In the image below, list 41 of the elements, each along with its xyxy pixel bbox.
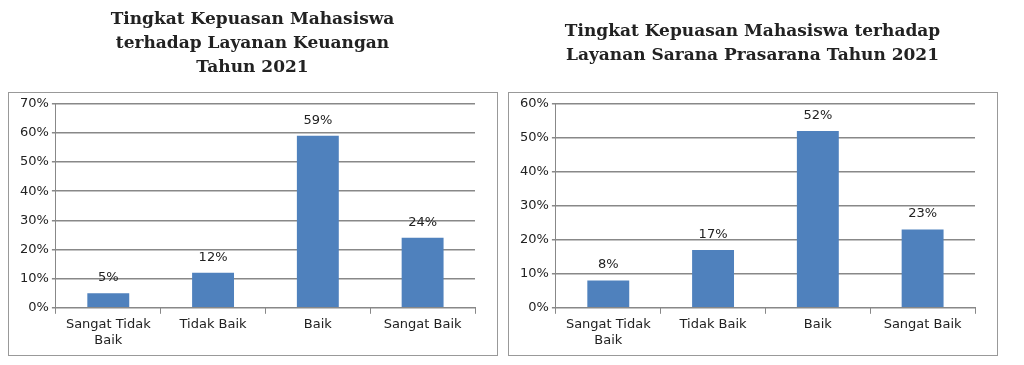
x-tick-label: Tidak Baik bbox=[678, 315, 748, 331]
data-label: 17% bbox=[698, 225, 728, 241]
data-label: 12% bbox=[198, 248, 228, 264]
x-tick-label: Baik bbox=[803, 315, 833, 331]
data-label: 23% bbox=[908, 205, 938, 221]
x-tick-label: Tidak Baik bbox=[178, 315, 248, 331]
bar bbox=[692, 250, 735, 308]
y-tick-label: 20% bbox=[19, 240, 49, 256]
y-tick-label: 50% bbox=[19, 153, 49, 169]
bar bbox=[296, 135, 339, 308]
data-label: 24% bbox=[408, 213, 438, 229]
bar bbox=[587, 280, 630, 308]
data-label: 59% bbox=[303, 111, 333, 127]
x-tick-label: Sangat Tidak Baik bbox=[65, 315, 152, 347]
chart-title: Tingkat Kepuasan Mahasiswa terhadap Layanan Sarana Prasarana Tahun 2021 bbox=[563, 19, 942, 66]
y-tick-label: 30% bbox=[519, 197, 549, 213]
y-tick-label: 10% bbox=[519, 265, 549, 281]
data-label: 52% bbox=[803, 106, 833, 122]
y-tick-label: 0% bbox=[28, 299, 49, 315]
x-tick-label: Sangat Baik bbox=[883, 315, 963, 331]
x-tick-label: Sangat Baik bbox=[383, 315, 463, 331]
bar bbox=[401, 237, 444, 308]
y-tick-label: 40% bbox=[19, 182, 49, 198]
data-label: 8% bbox=[597, 256, 619, 272]
bar bbox=[796, 131, 839, 308]
bar bbox=[192, 272, 235, 308]
y-tick-label: 50% bbox=[519, 129, 549, 145]
y-tick-label: 40% bbox=[519, 163, 549, 179]
y-tick-label: 0% bbox=[528, 299, 549, 315]
chart-title: Tingkat Kepuasan Mahasiswa terhadap Layanan Keuangan Tahun 2021 bbox=[109, 7, 396, 78]
y-tick-label: 70% bbox=[19, 95, 49, 111]
bar bbox=[87, 293, 130, 308]
y-tick-label: 60% bbox=[19, 124, 49, 140]
y-tick-label: 10% bbox=[19, 270, 49, 286]
x-tick-label: Sangat Tidak Baik bbox=[565, 315, 652, 347]
y-tick-label: 30% bbox=[19, 211, 49, 227]
x-tick-label: Baik bbox=[303, 315, 333, 331]
y-tick-label: 20% bbox=[519, 231, 549, 247]
bar bbox=[901, 229, 944, 308]
y-tick-label: 60% bbox=[519, 95, 549, 111]
data-label: 5% bbox=[97, 269, 119, 285]
